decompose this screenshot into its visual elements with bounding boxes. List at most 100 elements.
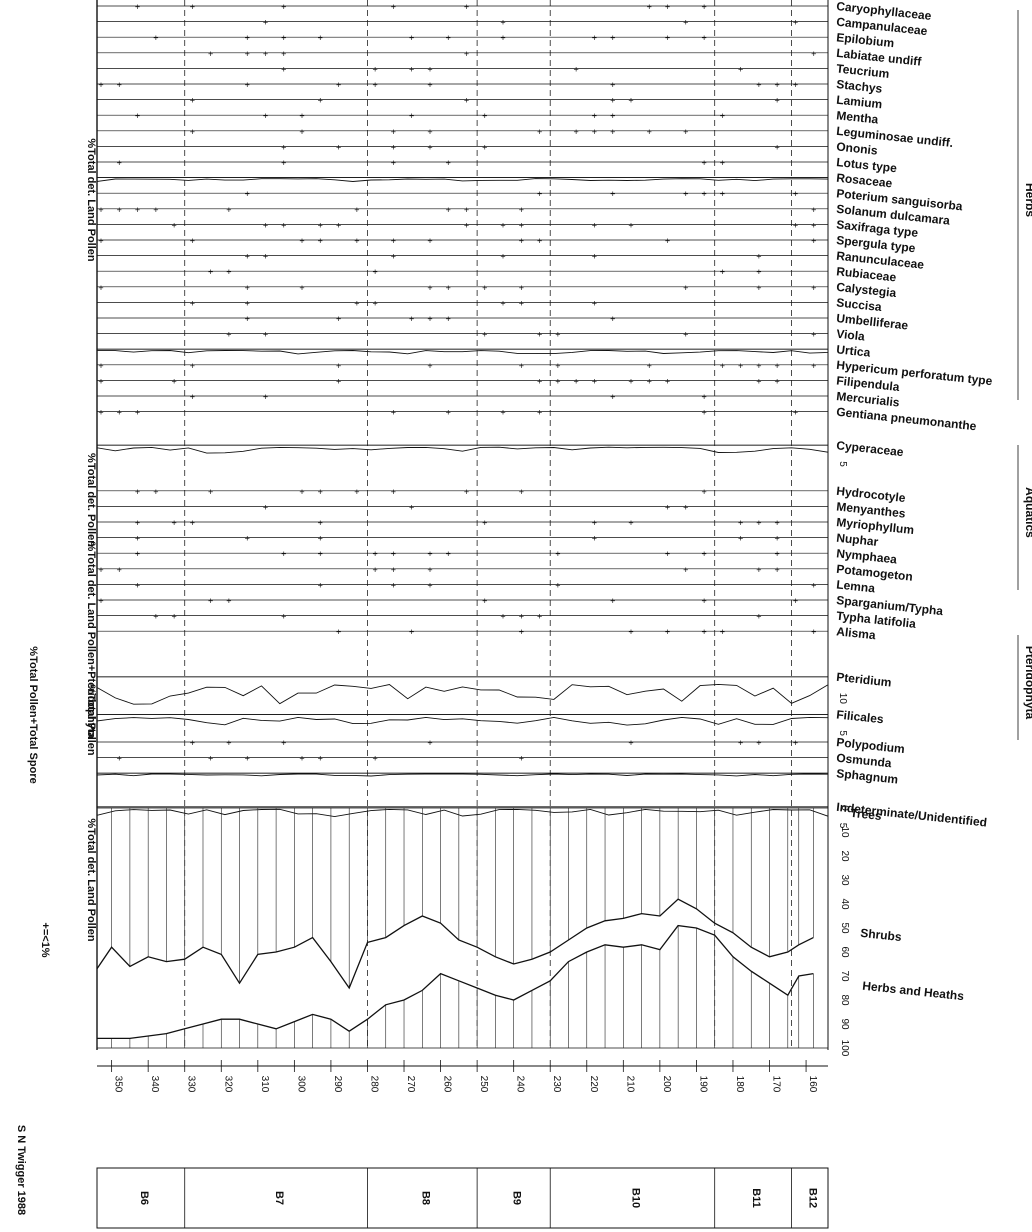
trace-marker: +	[555, 330, 560, 340]
trace-marker: +	[464, 49, 469, 59]
taxon-label: Gentiana pneumonanthe	[836, 405, 978, 434]
trace-marker: +	[555, 361, 560, 371]
trace-marker: +	[793, 189, 798, 199]
trace-marker: +	[756, 267, 761, 277]
trace-marker: +	[135, 205, 140, 215]
trace-marker: +	[775, 96, 780, 106]
trace-marker: +	[226, 330, 231, 340]
trace-marker: +	[701, 627, 706, 637]
taxon-curve	[96, 348, 829, 355]
trace-marker: +	[281, 2, 286, 12]
trace-marker: +	[208, 596, 213, 606]
summary-tick: 90	[839, 1018, 850, 1030]
trace-marker: +	[299, 754, 304, 764]
group-labels: Herbs Aquatics Pteridophyta	[1017, 10, 1032, 740]
trees-curve	[96, 898, 814, 990]
trace-marker: +	[336, 627, 341, 637]
trace-marker: +	[683, 18, 688, 28]
trace-marker: +	[117, 565, 122, 575]
trace-marker: +	[190, 518, 195, 528]
basis-label: %Total det. Pollen	[85, 453, 97, 547]
trace-marker: +	[190, 96, 195, 106]
trace-marker: +	[756, 612, 761, 622]
depth-tick-label: 260	[442, 1076, 453, 1093]
trace-marker: +	[336, 314, 341, 324]
depth-tick-label: 310	[259, 1076, 270, 1093]
trace-marker: +	[318, 96, 323, 106]
taxon-curve	[96, 177, 829, 183]
trace-marker: +	[391, 565, 396, 575]
trace-marker: +	[683, 502, 688, 512]
trace-marker: +	[281, 612, 286, 622]
trace-marker: +	[336, 80, 341, 90]
trace-marker: +	[793, 596, 798, 606]
trace-marker: +	[372, 565, 377, 575]
trace-marker: +	[171, 612, 176, 622]
trace-marker: +	[208, 49, 213, 59]
trace-marker: +	[482, 596, 487, 606]
trace-marker: +	[482, 111, 487, 121]
trace-marker: +	[738, 738, 743, 748]
trace-marker: +	[263, 392, 268, 402]
trace-marker: +	[775, 518, 780, 528]
trace-marker: +	[391, 408, 396, 418]
trace-marker: +	[592, 534, 597, 544]
trace-marker: +	[500, 220, 505, 230]
series-label: Herbs and Heaths	[862, 979, 965, 1004]
trace-marker: +	[190, 2, 195, 12]
trace-marker: +	[720, 267, 725, 277]
summary-tick: 40	[839, 898, 850, 910]
trace-marker: +	[519, 220, 524, 230]
trace-marker: +	[519, 754, 524, 764]
trace-marker: +	[701, 596, 706, 606]
trace-marker: +	[738, 534, 743, 544]
trace-marker: +	[519, 283, 524, 293]
trace-marker: +	[245, 314, 250, 324]
series-label: Shrubs	[860, 926, 903, 944]
trace-marker: +	[519, 298, 524, 308]
trace-marker: +	[446, 205, 451, 215]
zone-label: B8	[419, 1191, 431, 1205]
trace-marker: +	[135, 111, 140, 121]
trace-marker: +	[281, 220, 286, 230]
trace-marker: +	[482, 283, 487, 293]
trace-marker: +	[610, 127, 615, 137]
trace-marker: +	[500, 298, 505, 308]
trace-marker: +	[153, 205, 158, 215]
trace-marker: +	[226, 596, 231, 606]
trace-marker: +	[135, 408, 140, 418]
trace-marker: +	[117, 158, 122, 168]
trace-marker: +	[793, 18, 798, 28]
trace-marker: +	[299, 236, 304, 246]
trace-marker: +	[135, 487, 140, 497]
trace-marker: +	[610, 392, 615, 402]
trace-marker: +	[665, 549, 670, 559]
taxon-curve	[96, 772, 829, 777]
trace-marker: +	[464, 2, 469, 12]
taxon-label: Epilobium	[836, 30, 895, 50]
depth-tick-label: 190	[697, 1076, 708, 1093]
trace-marker: +	[519, 627, 524, 637]
trace-marker: +	[610, 96, 615, 106]
trace-marker: +	[281, 158, 286, 168]
trace-marker: +	[318, 220, 323, 230]
taxon-label: Urtica	[836, 342, 872, 360]
trace-marker: +	[811, 361, 816, 371]
trace-marker: +	[628, 96, 633, 106]
trace-marker: +	[117, 80, 122, 90]
trace-marker: +	[281, 738, 286, 748]
trace-marker: +	[628, 627, 633, 637]
taxon-label: Nuphar	[836, 531, 880, 549]
trace-marker: +	[647, 361, 652, 371]
trace-marker: +	[318, 580, 323, 590]
trace-marker: +	[811, 49, 816, 59]
trace-marker: +	[500, 18, 505, 28]
trace-marker: +	[775, 142, 780, 152]
trace-marker: +	[427, 283, 432, 293]
taxon-label: Succisa	[836, 295, 883, 314]
trace-marker: +	[427, 361, 432, 371]
trace-marker: +	[391, 127, 396, 137]
trace-marker: +	[391, 580, 396, 590]
trace-marker: +	[190, 236, 195, 246]
taxon-label: Alisma	[836, 624, 877, 642]
